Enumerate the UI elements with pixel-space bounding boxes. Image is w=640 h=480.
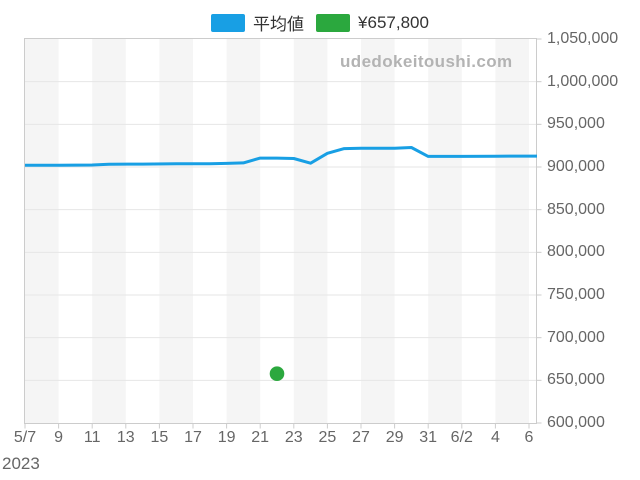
x-axis-label: 13 <box>116 429 135 446</box>
plot-band <box>428 39 462 423</box>
x-axis-label: 4 <box>490 429 500 446</box>
legend-swatch-average-icon <box>211 13 246 32</box>
y-axis-label: 950,000 <box>547 115 605 133</box>
plot-band <box>159 39 193 423</box>
y-axis-label: 850,000 <box>547 200 605 218</box>
legend-item-price[interactable]: ¥657,800 <box>316 13 429 33</box>
y-axis-label: 1,050,000 <box>547 30 619 47</box>
watermark: udedokeitoushi.com <box>340 52 513 71</box>
y-axis-label: 750,000 <box>547 286 605 303</box>
x-axis-label: 25 <box>318 429 337 446</box>
plot-border <box>24 38 537 424</box>
average-line[interactable] <box>25 146 537 167</box>
legend-label-price: ¥657,800 <box>358 12 429 32</box>
y-axis-label: 900,000 <box>547 158 605 175</box>
y-axis-label: 800,000 <box>547 243 605 261</box>
legend-label-average: 平均値 <box>253 15 305 34</box>
plot-band <box>226 39 261 423</box>
plot-band <box>92 39 126 423</box>
y-axis-label: 650,000 <box>547 371 605 389</box>
x-axis-label: 6/2 <box>450 429 473 446</box>
legend-swatch-price-icon <box>316 13 351 32</box>
plot-band <box>495 39 529 423</box>
x-axis-label: 29 <box>385 429 404 446</box>
x-axis-label: 27 <box>352 429 370 446</box>
legend: 平均値 ¥657,800 <box>0 10 640 35</box>
x-axis-label: 9 <box>54 429 64 446</box>
plot-band <box>361 39 395 423</box>
price-point[interactable] <box>269 366 285 382</box>
x-axis-label: 15 <box>150 429 169 446</box>
x-axis-label: 6 <box>524 429 534 446</box>
x-axis-label: 21 <box>251 429 270 446</box>
y-axis-label: 1,000,000 <box>547 72 619 90</box>
x-axis-label: 17 <box>184 429 202 446</box>
x-axis-year-label: 2023 <box>2 454 40 473</box>
x-axis-label: 23 <box>284 429 303 446</box>
x-axis-label: 31 <box>419 429 438 446</box>
x-axis-label: 5/7 <box>13 429 37 446</box>
y-axis-label: 700,000 <box>547 328 605 346</box>
plot-area[interactable] <box>24 38 544 431</box>
plot-band <box>293 39 328 423</box>
x-axis-label: 19 <box>217 429 236 446</box>
plot-band <box>25 39 59 423</box>
y-axis-label: 600,000 <box>547 414 605 431</box>
x-axis-label: 11 <box>83 429 101 446</box>
legend-item-average[interactable]: 平均値 <box>211 10 304 35</box>
